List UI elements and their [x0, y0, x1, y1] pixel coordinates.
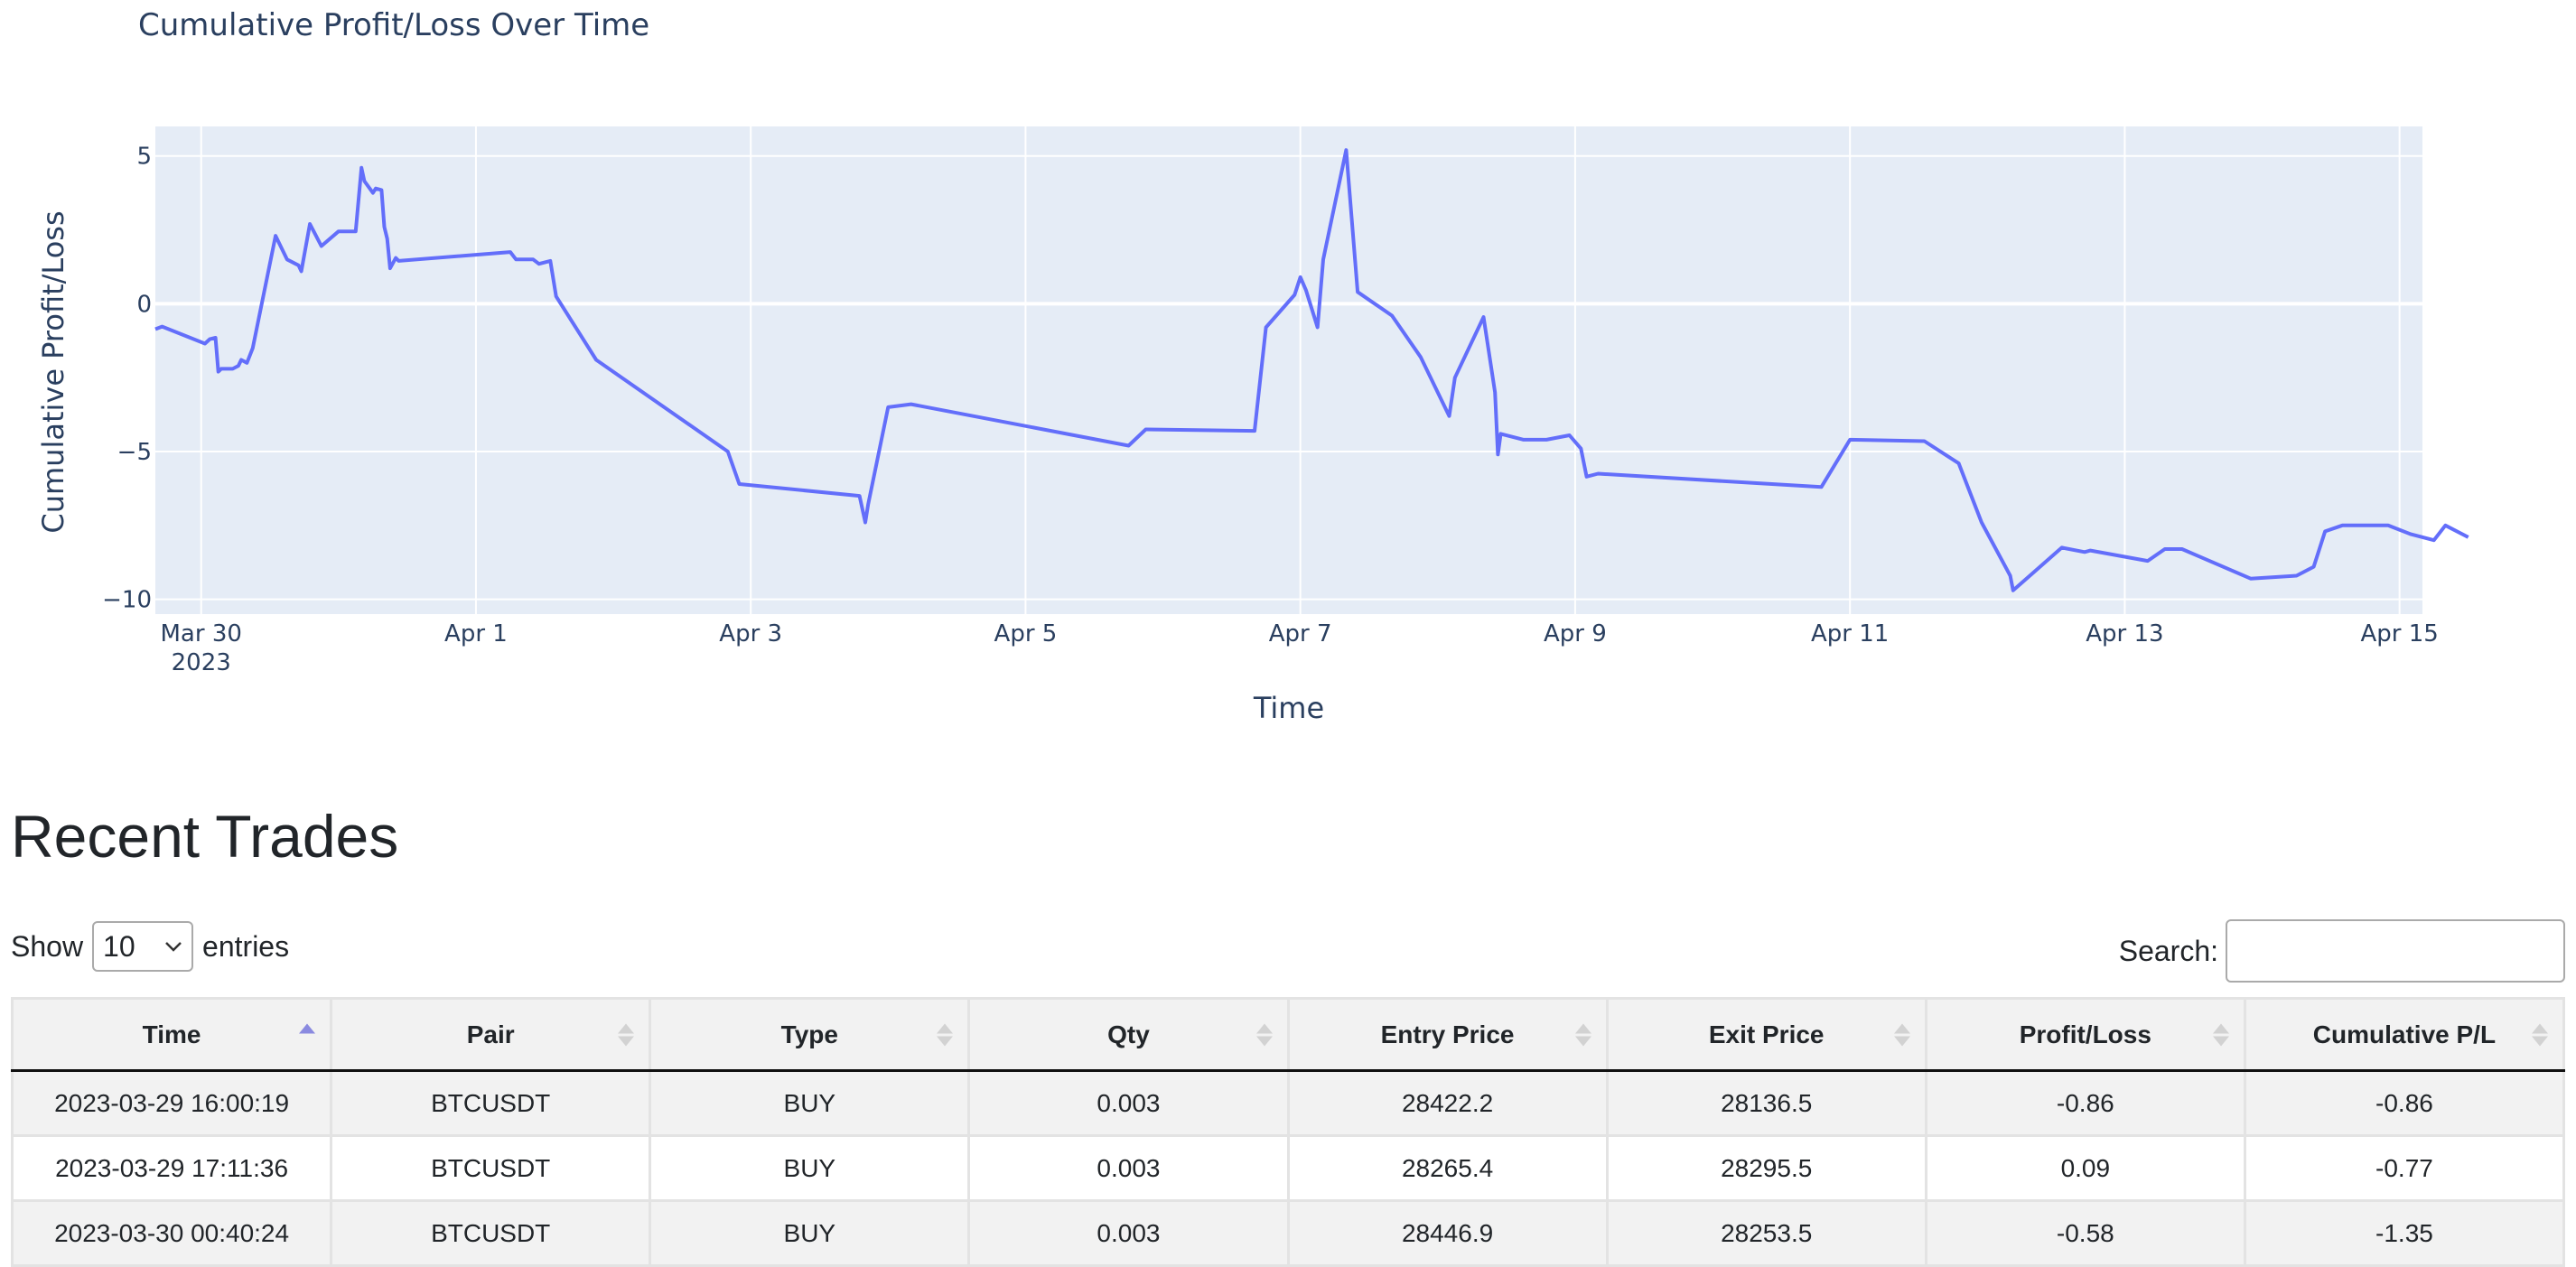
column-header-label: Qty	[1107, 1020, 1150, 1048]
table-cell: 28253.5	[1605, 1199, 1927, 1267]
table-cell: BTCUSDT	[330, 1134, 652, 1202]
column-header[interactable]: Exit Price	[1605, 997, 1927, 1072]
sort-icon	[2532, 1023, 2548, 1046]
table-cell: -0.86	[1924, 1069, 2246, 1137]
x-tick-label: Apr 5	[994, 620, 1058, 647]
chevron-down-icon	[165, 942, 182, 952]
sort-icon	[1893, 1023, 1910, 1046]
table-cell: BUY	[649, 1069, 971, 1137]
cumulative-pl-chart: Cumulative Profit/Loss Over Time Mar 302…	[36, 7, 2469, 725]
table-row: 2023-03-30 00:40:24 BTCUSDT BUY 0.003 28446.…	[10, 1199, 2566, 1267]
y-tick-label: 5	[136, 144, 152, 171]
table-cell: 28422.2	[1286, 1069, 1609, 1137]
page-length-select[interactable]: 10	[92, 921, 194, 972]
table-row: 2023-03-29 16:00:19 BTCUSDT BUY 0.003 28422.…	[10, 1069, 2566, 1137]
recent-trades-title: Recent Trades	[11, 803, 399, 870]
column-header[interactable]: Time	[10, 997, 333, 1072]
table-cell: 28446.9	[1286, 1199, 1609, 1267]
column-header-label: Type	[780, 1020, 838, 1048]
table-cell: 2023-03-29 16:00:19	[10, 1069, 333, 1137]
table-cell: 2023-03-30 00:40:24	[10, 1199, 333, 1267]
table-cell: 0.003	[967, 1069, 1290, 1137]
column-header[interactable]: Cumulative P/L	[2243, 997, 2566, 1072]
sort-icon	[299, 1023, 316, 1046]
x-tick-label: Apr 9	[1544, 620, 1607, 647]
column-header-label: Pair	[466, 1020, 515, 1048]
column-header[interactable]: Entry Price	[1286, 997, 1609, 1072]
chart-title: Cumulative Profit/Loss Over Time	[138, 7, 649, 43]
search-input[interactable]	[2226, 919, 2565, 983]
search-label: Search:	[2118, 934, 2218, 967]
entries-label: entries	[202, 929, 290, 963]
sort-icon	[2212, 1023, 2229, 1046]
column-header[interactable]: Profit/Loss	[1924, 997, 2246, 1072]
x-tick-label: Apr 13	[2086, 620, 2163, 647]
table-cell: 28136.5	[1605, 1069, 1927, 1137]
table-cell: 28265.4	[1286, 1134, 1609, 1202]
sort-icon	[1574, 1023, 1591, 1046]
x-tick-label: Apr 1	[444, 620, 508, 647]
table-cell: BUY	[649, 1134, 971, 1202]
y-tick-label: 0	[136, 291, 152, 318]
column-header[interactable]: Type	[649, 997, 971, 1072]
show-label: Show	[11, 929, 84, 963]
y-tick-label: −5	[117, 439, 152, 466]
table-body: 2023-03-29 16:00:19 BTCUSDT BUY 0.003 28422.…	[10, 1069, 2566, 1267]
x-axis-label: Time	[1253, 691, 1324, 725]
x-tick-label: Apr 15	[2360, 620, 2438, 647]
trades-table: Time Pair Type Qty Entry Price Exit Price Prof…	[10, 997, 2566, 1267]
table-cell: BTCUSDT	[330, 1199, 652, 1267]
series-line	[154, 148, 2469, 592]
x-tick-label: Apr 7	[1269, 620, 1332, 647]
sort-icon	[1255, 1023, 1273, 1046]
table-cell: 0.003	[967, 1199, 1290, 1267]
sort-icon	[618, 1023, 635, 1046]
sort-icon	[937, 1023, 954, 1046]
table-cell: -0.86	[2243, 1069, 2566, 1137]
column-header[interactable]: Pair	[330, 997, 652, 1072]
table-header-row: Time Pair Type Qty Entry Price Exit Price Prof…	[10, 997, 2566, 1072]
page-length-value: 10	[103, 929, 135, 963]
y-tick-label: −10	[102, 587, 152, 614]
y-axis-label: Cumulative Profit/Loss	[36, 210, 70, 533]
column-header-label: Cumulative P/L	[2312, 1020, 2497, 1048]
column-header-label: Entry Price	[1380, 1020, 1515, 1048]
table-search: Search:	[2119, 918, 2565, 984]
table-cell: 2023-03-29 17:11:36	[10, 1134, 333, 1202]
table-cell: -0.77	[2243, 1134, 2566, 1202]
table-cell: BTCUSDT	[330, 1069, 652, 1137]
column-header-label: Time	[142, 1020, 201, 1048]
table-row: 2023-03-29 17:11:36 BTCUSDT BUY 0.003 28265.…	[10, 1134, 2566, 1202]
table-cell: 28295.5	[1605, 1134, 1927, 1202]
grid-lines	[155, 126, 2422, 614]
page-length-control: Show 10 entries	[11, 919, 289, 974]
x-tick-label: Mar 30	[161, 620, 242, 647]
x-tick-label: Apr 11	[1811, 620, 1889, 647]
table-cell: BUY	[649, 1199, 971, 1267]
table-cell: -1.35	[2243, 1199, 2566, 1267]
column-header[interactable]: Qty	[967, 997, 1290, 1072]
column-header-label: Exit Price	[1708, 1020, 1825, 1048]
plot-background	[155, 126, 2422, 614]
table-cell: -0.58	[1924, 1199, 2246, 1267]
column-header-label: Profit/Loss	[2019, 1020, 2151, 1048]
x-tick-label: Apr 3	[719, 620, 782, 647]
x-tick-label: 2023	[172, 649, 231, 676]
table-cell: 0.003	[967, 1134, 1290, 1202]
table-cell: 0.09	[1924, 1134, 2246, 1202]
